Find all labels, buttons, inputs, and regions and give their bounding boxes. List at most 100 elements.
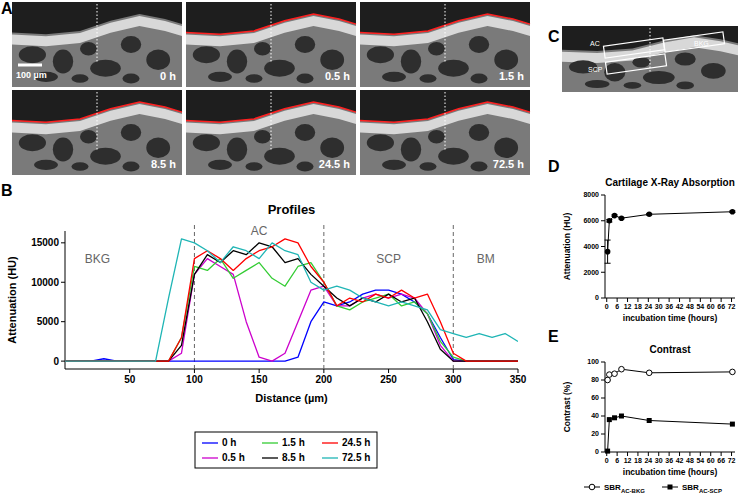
cartilage-band bbox=[186, 104, 356, 134]
legend-subscript: AC-SCP bbox=[699, 488, 722, 494]
marrow-space bbox=[146, 138, 170, 158]
x-tick-label: 250 bbox=[380, 374, 397, 385]
y-tick bbox=[601, 246, 605, 247]
marrow-space bbox=[494, 50, 518, 70]
marrow-space bbox=[254, 42, 271, 56]
marrow-space bbox=[193, 46, 220, 63]
error-bar bbox=[605, 240, 611, 263]
y-axis-line bbox=[605, 362, 606, 452]
y-tick-label: 15000 bbox=[31, 237, 59, 248]
marrow-space bbox=[297, 73, 314, 83]
marrow-space bbox=[246, 74, 263, 83]
y-tick bbox=[61, 321, 65, 322]
marrow-space bbox=[19, 134, 46, 151]
frame-label: 8.5 h bbox=[151, 158, 176, 170]
x-tick-label: 0 bbox=[605, 303, 609, 310]
x-tick-label: 50 bbox=[124, 374, 136, 385]
x-tick-label: 0 bbox=[605, 457, 609, 464]
marrow-space bbox=[471, 73, 488, 83]
series-line bbox=[65, 290, 518, 361]
marrow-space bbox=[401, 138, 421, 162]
marrow-space bbox=[246, 162, 263, 171]
y-tick bbox=[601, 434, 605, 435]
x-tick-label: 54 bbox=[696, 457, 704, 464]
y-tick-label: 2000 bbox=[583, 269, 599, 276]
x-axis-line bbox=[605, 298, 735, 299]
legend-swatch bbox=[262, 457, 278, 458]
panel-label: A bbox=[1, 0, 13, 17]
legend-label: 8.5 h bbox=[282, 452, 305, 463]
ct-image bbox=[186, 2, 356, 87]
series-line bbox=[608, 212, 733, 252]
x-tick bbox=[453, 369, 454, 373]
marrow-space bbox=[123, 73, 140, 83]
chart-title: Contrast bbox=[649, 344, 691, 355]
marrow-space bbox=[123, 161, 140, 171]
y-tick-label: 0 bbox=[595, 294, 599, 301]
profile-line bbox=[97, 4, 98, 62]
marrow-space bbox=[80, 130, 97, 144]
marrow-space bbox=[227, 138, 247, 162]
y-tick bbox=[601, 195, 605, 196]
background bbox=[0, 0, 741, 496]
y-tick bbox=[601, 362, 605, 363]
marrow-space bbox=[121, 124, 141, 141]
ct-image bbox=[186, 90, 356, 175]
panel-label: C bbox=[548, 28, 560, 45]
x-tick bbox=[259, 369, 260, 373]
x-tick bbox=[637, 298, 638, 302]
y-tick-label: 6000 bbox=[583, 217, 599, 224]
legend: 0 h0.5 h1.5 h8.5 h24.5 h72.5 h bbox=[195, 432, 377, 468]
y-axis-label: Attenuation (HU) bbox=[6, 256, 18, 344]
x-tick-label: 6 bbox=[615, 303, 619, 310]
marrow-space bbox=[34, 160, 58, 170]
cartilage-band bbox=[12, 16, 182, 46]
profile-line bbox=[445, 92, 446, 150]
marrow-space bbox=[428, 130, 445, 144]
marrow-space bbox=[297, 161, 314, 171]
error-cap bbox=[605, 263, 611, 264]
x-tick bbox=[731, 298, 732, 302]
scale-bar-label: 100 µm bbox=[16, 70, 47, 80]
surface-line bbox=[12, 102, 182, 122]
x-tick bbox=[700, 298, 701, 302]
x-tick bbox=[648, 452, 649, 456]
data-point bbox=[607, 417, 612, 422]
y-tick-label: 8000 bbox=[583, 191, 599, 198]
legend-swatch bbox=[322, 442, 338, 443]
marrow-space bbox=[382, 160, 406, 170]
x-tick bbox=[637, 452, 638, 456]
ct-image bbox=[360, 90, 530, 175]
x-tick bbox=[689, 452, 690, 456]
panel-a: 0 h100 µm0.5 h1.5 h8.5 h24.5 h72.5 hA bbox=[1, 0, 530, 175]
panel-c: CACBKGSCP bbox=[548, 26, 738, 92]
data-point bbox=[612, 371, 618, 377]
x-tick bbox=[518, 369, 519, 373]
x-tick-label: 36 bbox=[665, 303, 673, 310]
marrow-space bbox=[193, 134, 220, 151]
x-tick-label: 12 bbox=[624, 457, 632, 464]
x-tick bbox=[617, 452, 618, 456]
chart-title: Cartilage X-Ray Absorption bbox=[605, 177, 735, 188]
x-tick-label: 48 bbox=[686, 457, 694, 464]
ct-image bbox=[360, 2, 530, 87]
panel-label: D bbox=[548, 158, 560, 175]
y-tick-label: 80 bbox=[591, 376, 599, 383]
x-tick bbox=[679, 298, 680, 302]
x-tick-label: 300 bbox=[445, 374, 462, 385]
x-tick bbox=[323, 369, 324, 373]
y-tick bbox=[61, 361, 65, 362]
x-tick-label: 60 bbox=[707, 457, 715, 464]
x-tick-label: 24 bbox=[644, 303, 652, 310]
data-point bbox=[619, 215, 625, 221]
y-tick-label: 100 bbox=[587, 358, 599, 365]
x-tick bbox=[627, 298, 628, 302]
legend-swatch bbox=[202, 442, 218, 443]
x-tick-label: 54 bbox=[696, 303, 704, 310]
panel-label: B bbox=[1, 182, 13, 199]
region-boundary bbox=[323, 225, 324, 369]
marrow-space bbox=[295, 124, 315, 141]
ct-image bbox=[12, 2, 182, 87]
data-point bbox=[607, 372, 613, 378]
frame-label: 1.5 h bbox=[499, 70, 524, 82]
